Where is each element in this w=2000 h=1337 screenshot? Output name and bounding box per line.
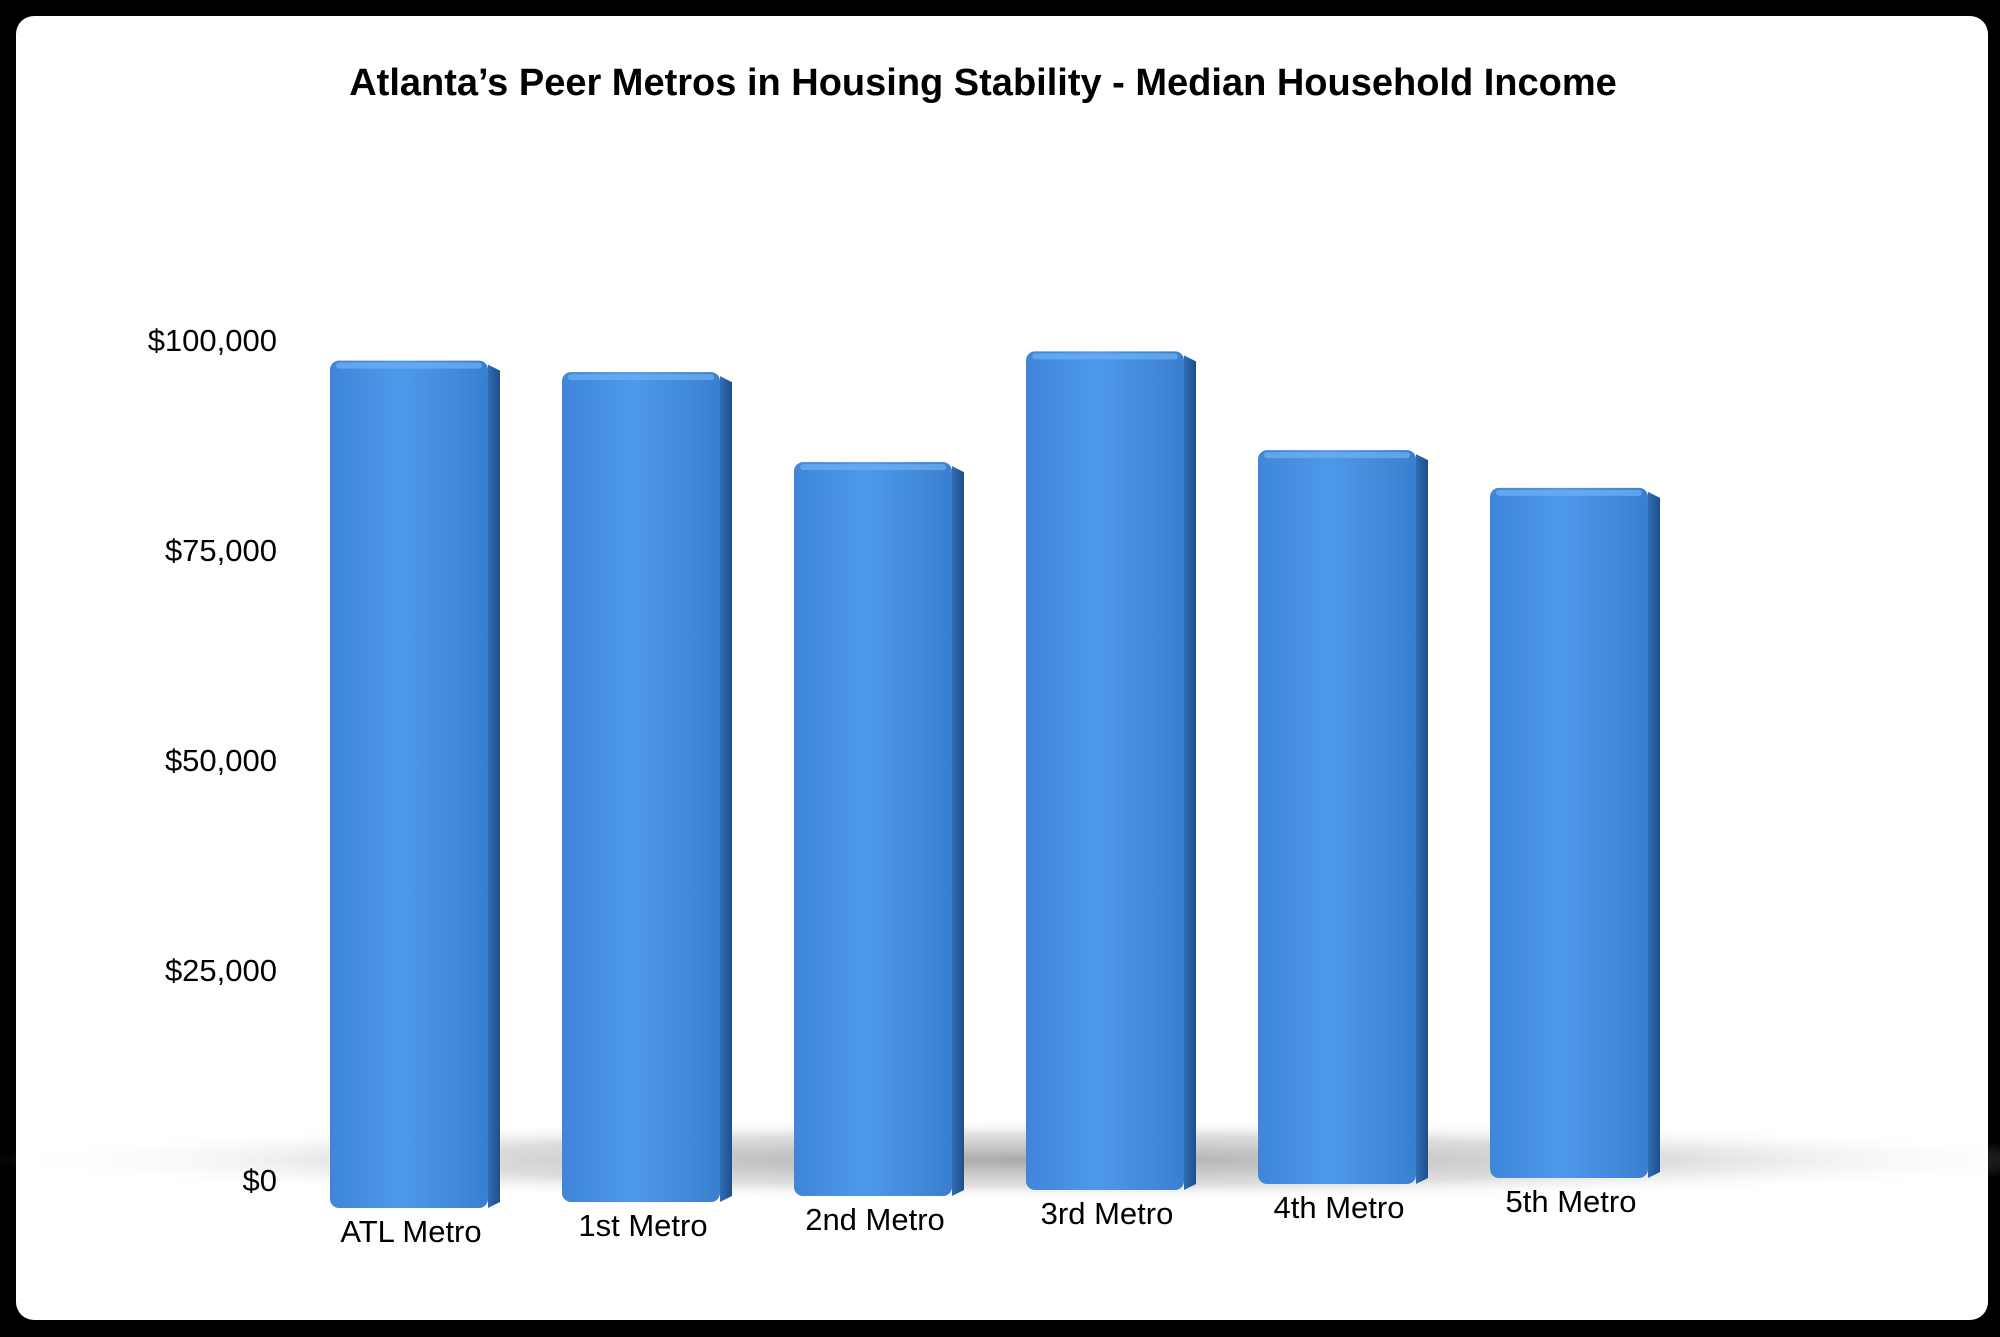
- bars-group: [330, 351, 1660, 1208]
- x-category-label: 2nd Metro: [805, 1202, 945, 1237]
- bar-highlight: [1264, 452, 1410, 459]
- bar: [562, 372, 720, 1203]
- bar: [1490, 487, 1648, 1179]
- bar: [1026, 351, 1184, 1190]
- y-axis-ticks: $0 $25,000 $50,000 $75,000 $100,000: [148, 323, 277, 1198]
- bar: [794, 462, 952, 1196]
- bar-side: [1184, 355, 1196, 1190]
- bar-highlight: [336, 362, 482, 369]
- x-axis-labels: ATL Metro 1st Metro 2nd Metro 3rd Metro 4th …: [340, 1184, 1636, 1249]
- y-tick-label: $0: [243, 1163, 277, 1198]
- bar-side: [1648, 491, 1660, 1179]
- y-tick-label: $75,000: [165, 533, 277, 568]
- bar-side: [952, 466, 964, 1196]
- x-category-label: ATL Metro: [340, 1214, 481, 1249]
- bar-side: [720, 376, 732, 1203]
- bar-highlight: [1496, 489, 1642, 496]
- x-category-label: 1st Metro: [578, 1208, 707, 1243]
- x-category-label: 4th Metro: [1274, 1190, 1405, 1225]
- bar-side: [488, 364, 500, 1208]
- x-category-label: 3rd Metro: [1041, 1196, 1174, 1231]
- floor-shadow: [0, 1118, 2000, 1202]
- bar-highlight: [800, 464, 946, 471]
- bar: [1258, 450, 1416, 1184]
- y-tick-label: $100,000: [148, 323, 277, 358]
- y-tick-label: $50,000: [165, 743, 277, 778]
- bar-highlight: [568, 374, 714, 381]
- chart-title: Atlanta’s Peer Metros in Housing Stabili…: [349, 62, 1617, 104]
- x-category-label: 5th Metro: [1506, 1184, 1637, 1219]
- bar-highlight: [1032, 353, 1178, 360]
- y-tick-label: $25,000: [165, 953, 277, 988]
- bar-side: [1416, 454, 1428, 1184]
- bar: [330, 360, 488, 1208]
